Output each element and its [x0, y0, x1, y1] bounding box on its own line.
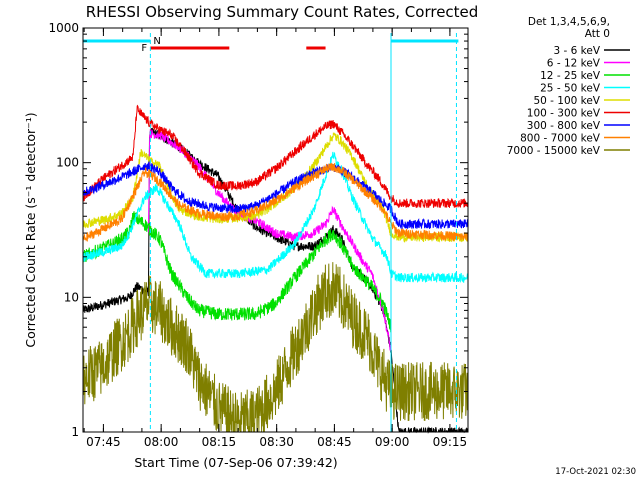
x-tick-label-2: 08:15 — [202, 435, 237, 449]
x-tick-label-6: 09:15 — [433, 435, 468, 449]
chart-title: RHESSI Observing Summary Count Rates, Co… — [86, 3, 479, 21]
legend-label-6: 300 - 800 keV — [527, 120, 601, 132]
footer-date: 17-Oct-2021 02:30 — [555, 467, 636, 477]
y-tick-label-1: 10 — [64, 290, 79, 304]
y-tick-label-3: 1000 — [48, 21, 79, 35]
series-layer — [82, 104, 469, 434]
annotation-layer: FN — [83, 33, 459, 432]
detector-info-line1: Det 1,3,4,5,6,9, — [528, 16, 610, 28]
x-tick-label-4: 08:45 — [317, 435, 352, 449]
legend-label-5: 100 - 300 keV — [527, 108, 601, 120]
plot-frame — [82, 27, 469, 433]
x-tick-label-1: 08:00 — [144, 435, 179, 449]
x-ticks: 07:45 08:00 08:15 08:30 08:45 09:00 09:15 — [83, 28, 468, 449]
legend-label-8: 7000 - 15000 keV — [507, 145, 601, 157]
legend-label-3: 25 - 50 keV — [540, 83, 601, 95]
legend-label-7: 800 - 7000 keV — [520, 133, 601, 145]
flag-n-label: N — [153, 36, 160, 47]
y-tick-label-2: 100 — [56, 156, 79, 170]
legend-label-2: 12 - 25 keV — [540, 70, 601, 82]
y-ticks: 1 10 100 1000 — [48, 21, 468, 439]
x-tick-label-3: 08:30 — [259, 435, 294, 449]
legend-label-1: 6 - 12 keV — [547, 58, 601, 70]
legend-label-0: 3 - 6 keV — [553, 45, 600, 57]
x-tick-label-0: 07:45 — [86, 435, 121, 449]
detector-info-line2: Att 0 — [585, 28, 610, 40]
y-axis-label: Corrected Count Rate (s⁻¹ detector⁻¹) — [23, 112, 38, 347]
series-line-6 — [82, 160, 469, 230]
legend-label-4: 50 - 100 keV — [533, 95, 600, 107]
series-line-8 — [82, 262, 469, 433]
x-tick-label-5: 09:00 — [375, 435, 410, 449]
y-tick-label-0: 1 — [71, 425, 79, 439]
x-axis-label: Start Time (07-Sep-06 07:39:42) — [134, 455, 337, 470]
flag-f-label: F — [141, 43, 147, 54]
series-line-7 — [82, 162, 469, 242]
series-line-5 — [82, 104, 469, 208]
series-line-3 — [82, 151, 469, 284]
